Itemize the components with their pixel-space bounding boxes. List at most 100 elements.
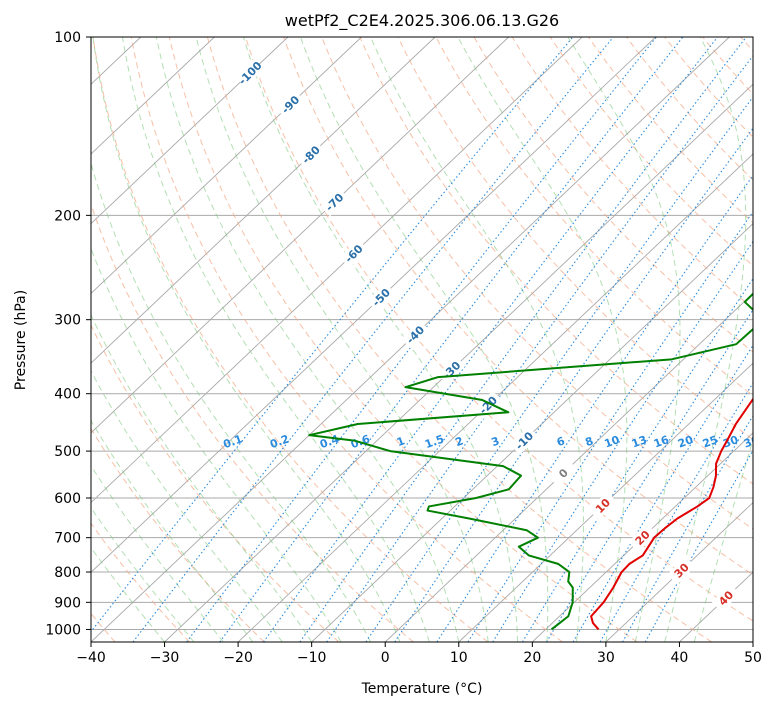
mixing-ratio-line <box>492 240 753 642</box>
isotherm-line <box>91 37 509 434</box>
dry-adiabat-line <box>206 37 713 642</box>
moist-adiabat-line <box>693 437 753 642</box>
isotherm-label-bg <box>296 140 326 169</box>
isotherm-line <box>91 37 436 364</box>
dry-adiabat-line <box>435 37 753 397</box>
x-tick-label: −20 <box>223 650 253 666</box>
isotherm-label-bg <box>667 556 696 585</box>
dry-adiabat-line <box>511 37 753 310</box>
sounding-profiles <box>308 292 753 631</box>
mixing-ratio-label: 1 <box>395 434 407 449</box>
dry-adiabat-line <box>130 37 563 642</box>
mixing-ratio-line <box>299 37 747 642</box>
moist-adiabat-line <box>91 419 254 642</box>
x-tick-label: 10 <box>450 650 468 666</box>
moist-adiabat-line <box>91 313 313 642</box>
y-tick-label: 900 <box>54 595 81 611</box>
mixing-ratio-line <box>622 414 753 642</box>
x-axis-label: Temperature (°C) <box>361 681 483 697</box>
mixing-ratio-label: 1.5 <box>423 432 446 451</box>
dewpoint-profile-line <box>308 292 753 631</box>
dry-adiabat-line <box>91 427 265 642</box>
mixing-ratio-line <box>219 37 684 642</box>
y-tick-label: 600 <box>54 491 81 507</box>
mixing-ratio-label: 13 <box>630 433 649 450</box>
mixing-ratio-label: 0.2 <box>268 432 291 451</box>
isotherm-label-bg <box>235 58 265 88</box>
mixing-ratio-line <box>644 449 753 642</box>
isotherm-line <box>384 292 753 642</box>
isotherm-line <box>91 37 289 225</box>
dry-adiabat-line <box>245 37 753 622</box>
isotherm-label-bg <box>473 390 503 420</box>
mixing-ratio-line <box>599 382 753 642</box>
y-axis-label: Pressure (hPa) <box>13 290 29 390</box>
temperature-profile-line <box>590 397 753 631</box>
mixing-ratio-label: 3 <box>490 434 502 449</box>
mixing-ratio-line <box>186 37 657 642</box>
mixing-ratio-line <box>91 37 574 633</box>
dry-adiabat-line <box>92 37 489 642</box>
isotherm-label-bg <box>628 523 657 552</box>
x-tick-label: 20 <box>523 650 541 666</box>
x-tick-label: 0 <box>381 650 390 666</box>
mixing-ratio-label: 10 <box>603 433 622 451</box>
isotherm-label-bg <box>276 90 305 119</box>
mixing-ratio-line <box>572 344 753 642</box>
mixing-ratio-label: 2 <box>453 434 465 449</box>
moist-adiabat-line <box>91 546 165 642</box>
moist-adiabat-line <box>91 161 371 642</box>
isotherm-label-bg <box>339 239 368 268</box>
x-tick-label: −40 <box>76 650 106 666</box>
axes: −40 −30 −20 −10 0 10 20 30 40 5010020030040050060… <box>45 30 762 666</box>
moist-adiabat-line <box>370 37 584 642</box>
dry-adiabat-line <box>359 37 753 485</box>
moist-adiabat-line <box>664 37 747 642</box>
isotherm-line <box>458 362 753 642</box>
mixing-ratio-label: 0.1 <box>221 432 244 451</box>
x-tick-label: −30 <box>150 650 180 666</box>
dry-adiabat-line <box>91 202 414 642</box>
background-lines <box>91 37 753 642</box>
dry-adiabat-line <box>168 37 638 642</box>
mixing-ratio-label: 25 <box>701 433 720 450</box>
mixing-ratio-line <box>546 308 753 642</box>
mixing-ratio-line <box>326 54 753 642</box>
isotherm-label-bg <box>549 459 578 488</box>
isotherm-line <box>311 223 753 642</box>
y-tick-label: 700 <box>54 531 81 547</box>
moist-adiabat-line <box>567 37 681 642</box>
moist-adiabat-line <box>91 247 342 642</box>
dry-adiabat-line <box>321 37 753 530</box>
dry-adiabat-line <box>473 37 753 353</box>
x-tick-label: 30 <box>597 650 615 666</box>
moist-adiabat-line <box>242 37 519 642</box>
isotherm-line <box>91 37 583 504</box>
y-tick-label: 100 <box>54 30 81 46</box>
x-tick-label: 50 <box>744 650 762 666</box>
y-tick-label: 1000 <box>45 622 81 638</box>
dry-adiabat-line <box>397 37 753 441</box>
y-tick-label: 800 <box>54 565 81 581</box>
mixing-ratio-label: 6 <box>555 434 567 449</box>
moist-adiabat-line <box>91 464 224 642</box>
dry-adiabat-line <box>283 37 753 576</box>
isotherm-label-bg <box>366 283 396 312</box>
moist-adiabat-line <box>155 37 460 642</box>
isotherm-label-bg <box>711 583 740 613</box>
isotherm-line <box>91 37 657 573</box>
moist-adiabat-line <box>92 37 401 642</box>
x-tick-label: 40 <box>671 650 689 666</box>
mixing-ratio-line <box>521 277 753 642</box>
isotherm-line <box>91 37 362 295</box>
mixing-ratio-line <box>436 174 753 642</box>
isotherm-line <box>91 37 215 155</box>
isotherm-label-bg <box>588 491 617 520</box>
isotherm-label-bg <box>320 188 349 217</box>
moist-adiabat-line <box>121 37 430 642</box>
chart-title: wetPf2_C2E4.2025.306.06.13.G26 <box>285 11 559 31</box>
moist-adiabat-line <box>91 506 195 642</box>
isotherm-label-bg <box>401 320 430 349</box>
mixing-ratio-label: 16 <box>652 433 671 451</box>
